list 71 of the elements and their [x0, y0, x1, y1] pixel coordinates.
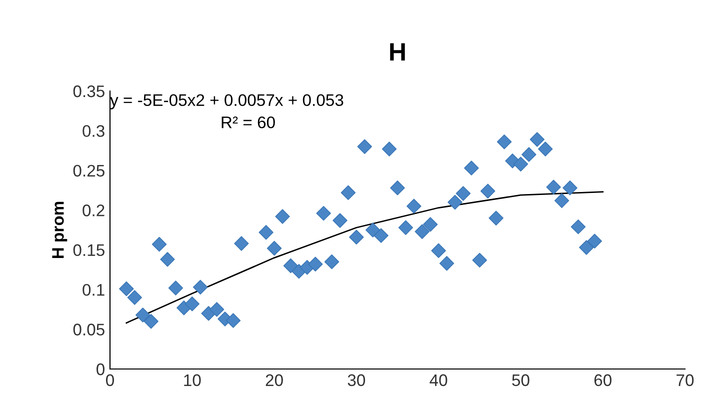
point — [192, 280, 208, 295]
point — [340, 185, 356, 200]
point — [365, 222, 380, 238]
point — [554, 193, 570, 208]
point — [308, 256, 323, 272]
point — [480, 184, 496, 198]
point — [562, 180, 578, 196]
y-tick-label: 0.05 — [73, 324, 104, 336]
point — [464, 160, 479, 176]
y-tick-label: 0.35 — [73, 85, 104, 98]
x-tick-label: 70 — [676, 374, 694, 386]
point — [570, 219, 586, 234]
point — [349, 230, 364, 245]
chart-title: H — [390, 43, 405, 60]
point — [152, 236, 167, 252]
annotation: y = -5E-05x2 + 0.0057x + 0.053 — [110, 94, 344, 110]
x-tick-label: 10 — [184, 374, 201, 386]
x-tick-label: 60 — [594, 374, 612, 386]
point — [513, 156, 528, 172]
line-series — [126, 191, 604, 324]
x-tick-label: 0 — [106, 374, 114, 386]
x-tick-label: 40 — [430, 374, 448, 386]
point — [472, 252, 488, 268]
y-axis-title: H prom — [52, 202, 68, 258]
point — [168, 280, 184, 296]
point — [431, 243, 446, 258]
point — [275, 209, 290, 224]
point — [209, 302, 224, 317]
y-tick-label: 0.25 — [73, 164, 104, 177]
point — [184, 296, 200, 312]
y-tick-label: 0.3 — [82, 125, 104, 137]
point — [266, 240, 282, 256]
point — [226, 313, 241, 328]
point — [144, 314, 158, 329]
point — [398, 220, 414, 235]
point — [119, 281, 134, 296]
point — [127, 290, 142, 305]
point — [530, 132, 545, 147]
y-tick-label: 0.2 — [82, 204, 104, 216]
point — [283, 258, 298, 274]
point — [324, 254, 340, 270]
x-tick-label: 20 — [266, 374, 283, 386]
point — [332, 213, 348, 228]
point — [456, 186, 471, 201]
point — [390, 180, 405, 196]
y-tick-label: 0 — [96, 363, 104, 376]
y-tick-label: 0.15 — [73, 244, 104, 256]
point — [374, 228, 388, 243]
point — [439, 256, 454, 271]
point — [382, 142, 397, 156]
y-tick-label: 0.1 — [82, 284, 104, 296]
x-tick-label: 30 — [348, 374, 366, 386]
point — [422, 217, 438, 232]
point — [135, 308, 150, 322]
point — [538, 142, 553, 156]
point — [496, 134, 512, 150]
x-tick-label: 50 — [512, 374, 530, 386]
point — [522, 147, 536, 162]
point — [579, 240, 594, 255]
point — [160, 252, 175, 267]
point — [258, 225, 274, 240]
point — [546, 180, 561, 194]
annotation: R² = 60 — [222, 116, 275, 128]
point — [587, 234, 602, 248]
point — [234, 236, 249, 251]
point — [316, 206, 331, 221]
point — [488, 210, 504, 226]
point — [448, 194, 462, 210]
point — [414, 224, 430, 239]
point — [406, 198, 422, 214]
point — [357, 139, 372, 154]
